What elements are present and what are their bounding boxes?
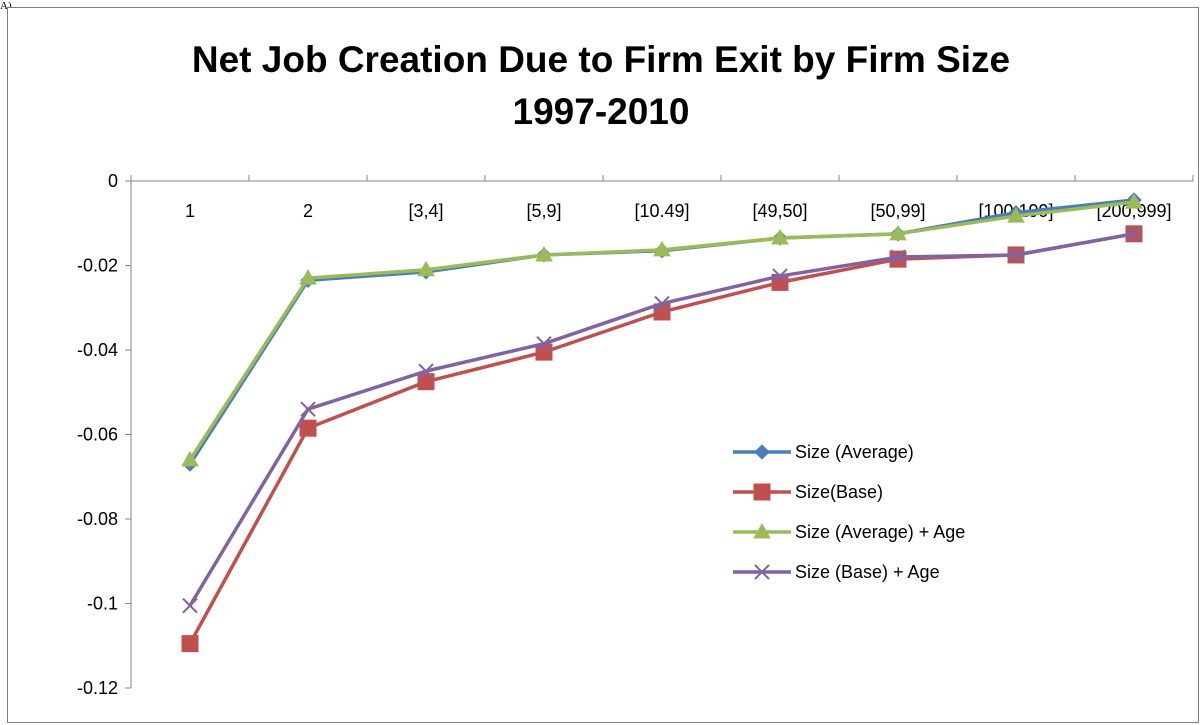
data-point-series-3 [1007, 207, 1025, 223]
data-point-series-3 [1125, 193, 1143, 209]
x-tick-label: [3,4] [408, 201, 443, 221]
x-tick-label: 1 [185, 201, 195, 221]
y-tick-label: -0.1 [87, 594, 118, 614]
x-tick-label: 2 [303, 201, 313, 221]
data-point-series-4 [418, 363, 434, 379]
y-tick-label: -0.12 [77, 678, 118, 698]
x-tick-label: [5,9] [526, 201, 561, 221]
x-tick-label: [10.49] [634, 201, 689, 221]
y-tick-label: -0.06 [77, 425, 118, 445]
data-point-series-4 [772, 268, 788, 284]
data-point-series-3 [653, 240, 671, 257]
y-tick-label: 0 [108, 171, 118, 191]
data-point-series-2 [417, 373, 435, 391]
x-tick-label: [49,50] [752, 201, 807, 221]
data-point-series-3 [535, 245, 553, 262]
data-point-series-4 [300, 401, 316, 417]
chart-title-line-1: Net Job Creation Due to Firm Exit by Fir… [191, 39, 1011, 80]
data-point-series-3 [181, 450, 199, 467]
chart-title-line-2: 1997-2010 [512, 91, 690, 132]
legend-marker [754, 564, 770, 580]
series-line-2 [188, 232, 1135, 645]
data-point-series-3 [889, 224, 907, 241]
data-point-series-2 [299, 419, 317, 437]
legend-label: Size (Average) [795, 442, 914, 462]
legend-marker [753, 522, 771, 539]
data-point-series-3 [417, 260, 435, 277]
legend-marker [753, 483, 771, 501]
data-point-series-4 [536, 335, 552, 352]
data-point-series-4 [182, 597, 198, 614]
data-point-series-3 [299, 269, 317, 285]
legend-marker [754, 444, 770, 460]
chart-title: Net Job Creation Due to Firm Exit by Fir… [0, 34, 1202, 138]
legend-label: Size(Base) [795, 482, 883, 502]
y-tick-label: -0.08 [77, 509, 118, 529]
y-tick-label: -0.02 [77, 256, 118, 276]
y-tick-label: -0.04 [77, 340, 118, 360]
legend-label: Size (Base) + Age [795, 562, 940, 582]
chart-area [7, 7, 1199, 723]
data-point-series-4 [1008, 247, 1024, 263]
series-line-1 [188, 198, 1135, 466]
data-point-series-2 [181, 635, 199, 653]
data-point-series-3 [771, 229, 789, 245]
data-point-series-4 [1126, 226, 1142, 242]
series-line-3 [188, 200, 1135, 461]
data-point-series-4 [654, 295, 670, 312]
legend-label: Size (Average) + Age [795, 522, 965, 542]
x-tick-label: [50,99] [870, 201, 925, 221]
data-point-series-4 [890, 249, 906, 265]
